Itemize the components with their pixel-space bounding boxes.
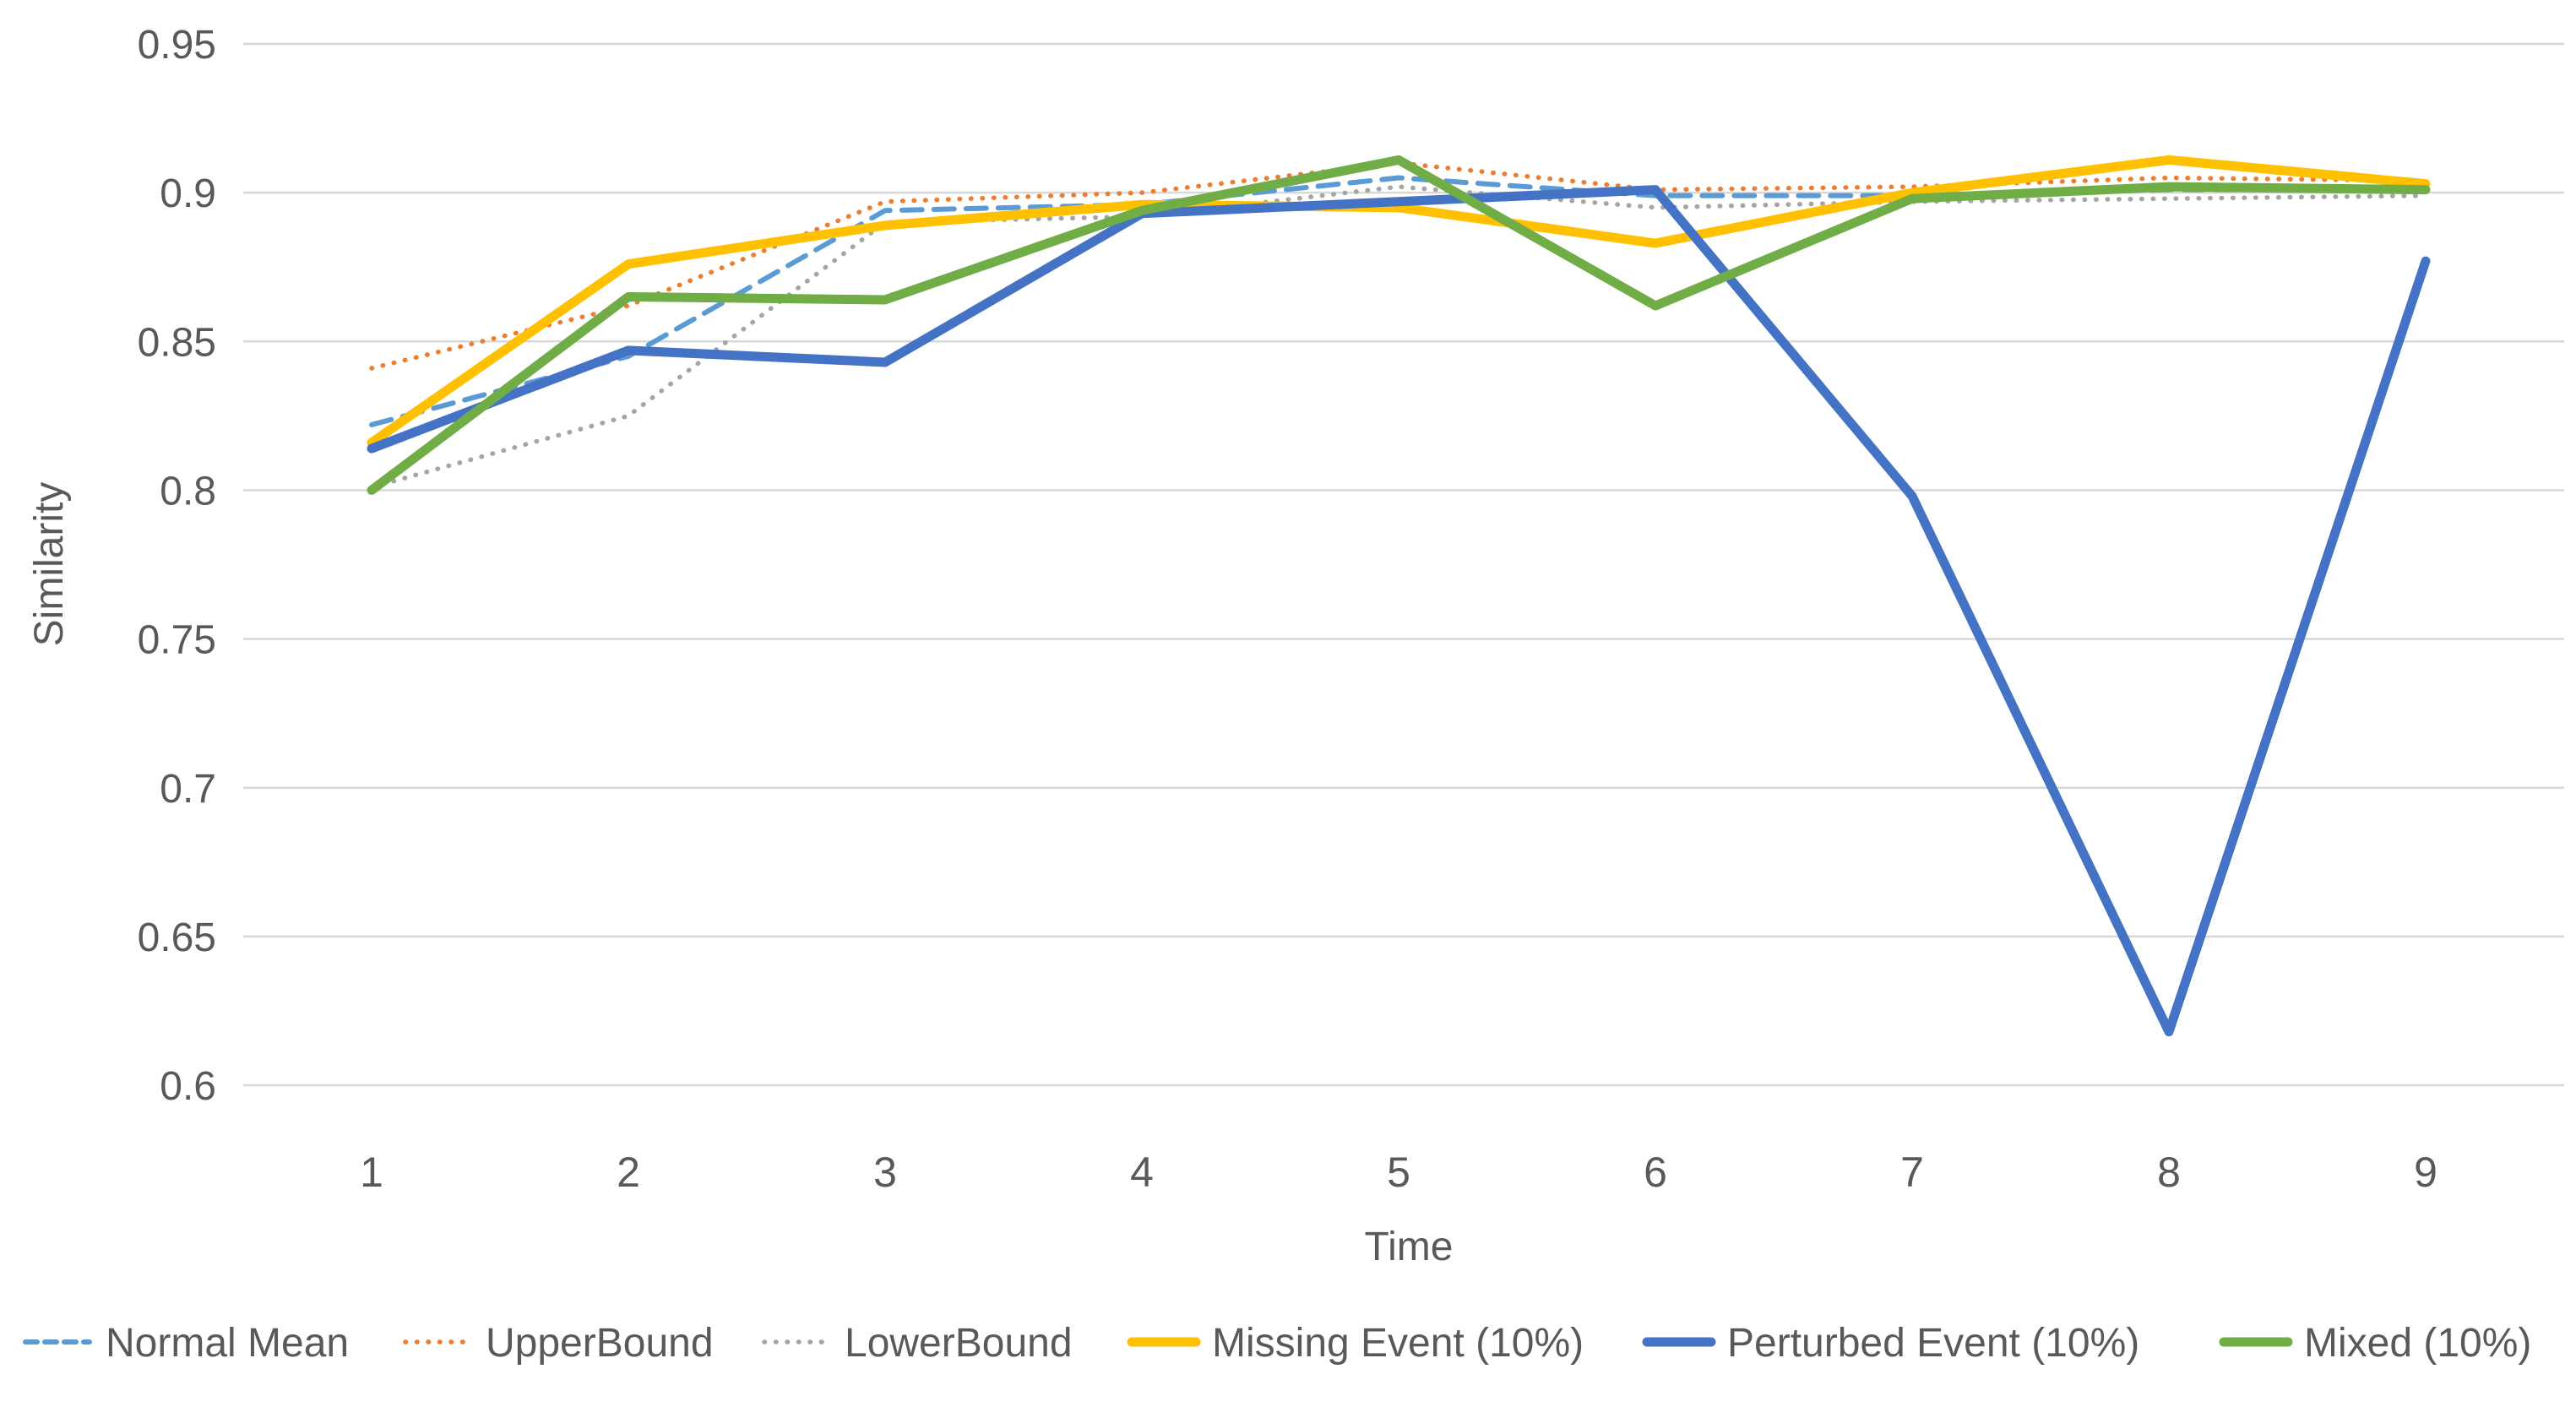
x-tick-label: 9	[2414, 1149, 2437, 1196]
y-axis-tick-labels: 0.6 0.65 0.7 0.75 0.8 0.85 0.9 0.95	[138, 23, 216, 1109]
legend-label: UpperBound	[486, 1321, 714, 1366]
x-tick-label: 7	[1900, 1149, 1924, 1196]
y-axis-title: Similarity	[27, 482, 72, 647]
x-axis-tick-labels: 1 2 3 4 5 6 7 8 9	[360, 1149, 2437, 1196]
legend: Normal Mean UpperBound LowerBound Missing E…	[23, 1321, 2531, 1366]
legend-label: Missing Event (10%)	[1212, 1321, 1584, 1366]
legend-item-mixed-10: Mixed (10%)	[2219, 1321, 2531, 1366]
y-tick-label: 0.8	[160, 469, 216, 513]
series-line-perturbed-event-10	[367, 185, 2431, 1037]
y-tick-label: 0.7	[160, 767, 216, 812]
series-line-mixed-10	[367, 155, 2431, 495]
x-tick-label: 2	[617, 1149, 640, 1196]
legend-item-lowerbound: LowerBound	[762, 1321, 1073, 1366]
legend-item-perturbed-event-10: Perturbed Event (10%)	[1642, 1321, 2139, 1366]
y-tick-label: 0.6	[160, 1064, 216, 1109]
series-line-lowerbound	[369, 184, 2428, 490]
x-tick-label: 3	[873, 1149, 897, 1196]
y-tick-label: 0.85	[138, 320, 216, 365]
y-tick-label: 0.95	[138, 23, 216, 68]
x-tick-label: 6	[1644, 1149, 1667, 1196]
series-line-upperbound	[369, 160, 2428, 371]
gridlines-layer	[243, 42, 2564, 1087]
series-line-missing-event-10	[367, 155, 2431, 448]
legend-label: Normal Mean	[106, 1321, 349, 1366]
y-tick-label: 0.9	[160, 171, 216, 216]
series-lines-layer	[367, 155, 2431, 1037]
x-tick-label: 4	[1130, 1149, 1154, 1196]
legend-label: Perturbed Event (10%)	[1727, 1321, 2139, 1366]
legend-label: LowerBound	[845, 1321, 1073, 1366]
series-line-normal-mean	[369, 175, 2428, 427]
x-tick-label: 5	[1387, 1149, 1410, 1196]
legend-item-upperbound: UpperBound	[403, 1321, 714, 1366]
x-axis-title: Time	[1365, 1225, 1454, 1269]
y-tick-label: 0.75	[138, 618, 216, 663]
y-tick-label: 0.65	[138, 915, 216, 960]
legend-item-missing-event-10: Missing Event (10%)	[1127, 1321, 1584, 1366]
x-tick-label: 1	[360, 1149, 383, 1196]
legend-item-normal-mean: Normal Mean	[23, 1321, 349, 1366]
legend-label: Mixed (10%)	[2304, 1321, 2531, 1366]
x-tick-label: 8	[2157, 1149, 2181, 1196]
